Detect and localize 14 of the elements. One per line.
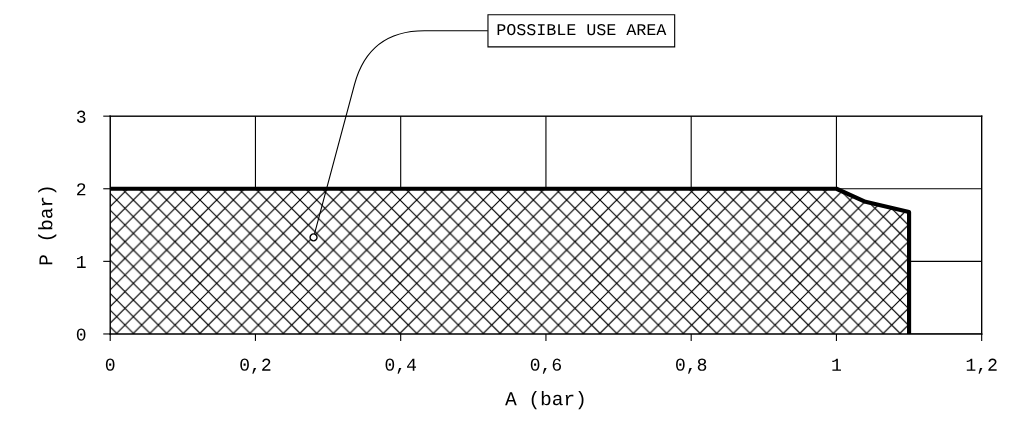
x-tick-label: 0,2 bbox=[240, 358, 271, 374]
x-tick-label: 0 bbox=[105, 358, 115, 371]
y-tick-label: 1 bbox=[77, 256, 86, 268]
x-axis-title: A (bar) bbox=[505, 391, 584, 410]
x-tick-label: 0,6 bbox=[530, 358, 562, 374]
y-axis-title: P (bar) bbox=[38, 187, 57, 265]
y-tick-label: 0 bbox=[76, 328, 86, 341]
annotation: POSSIBLE USE AREA bbox=[497, 23, 667, 36]
x-tick-label: 0,4 bbox=[385, 358, 417, 374]
x-tick-label: 0,8 bbox=[676, 358, 707, 374]
x-tick-label: 1 bbox=[832, 358, 841, 371]
y-tick-label: 3 bbox=[76, 110, 86, 123]
x-tick-label: 1,2 bbox=[966, 358, 997, 374]
y-tick-label: 2 bbox=[77, 183, 86, 196]
